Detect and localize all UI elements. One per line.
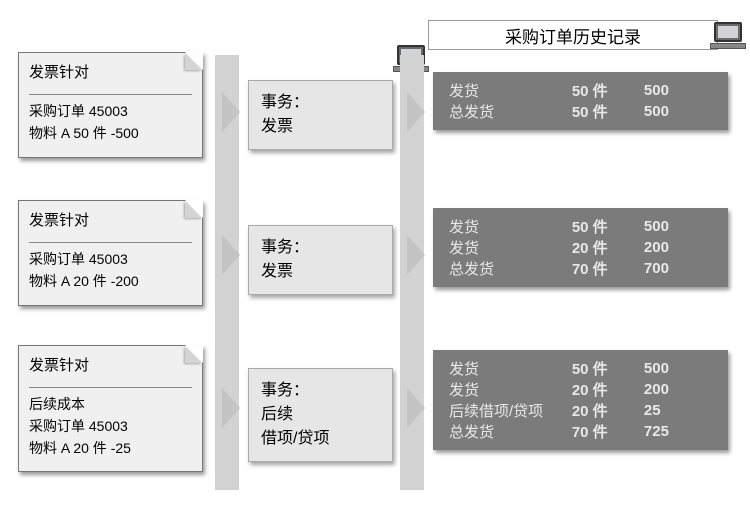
tx-line: 发票 — [261, 115, 380, 139]
history-box: 发货 50 件 500 发货 20 件 200 后续借项/贷项 20 件 25 … — [433, 350, 728, 450]
hist-val: 500 — [642, 80, 714, 101]
hist-val: 200 — [642, 379, 714, 400]
transaction-box: 事务：发票 — [248, 225, 393, 295]
arrow-icon — [222, 388, 240, 428]
hist-label: 发货 — [447, 379, 570, 400]
note-line: 物料 A 20 件 -25 — [29, 438, 192, 460]
hist-label: 发货 — [447, 216, 570, 237]
note-line: 采购订单 45003 — [29, 101, 192, 123]
note-line: 采购订单 45003 — [29, 416, 192, 438]
arrow-icon — [222, 235, 240, 275]
history-box: 发货 50 件 500 总发货 50 件 500 — [433, 72, 728, 130]
table-row: 发货 50 件 500 — [447, 216, 714, 237]
note-header: 发票针对 — [29, 209, 192, 236]
history-box: 发货 50 件 500 发货 20 件 200 总发货 70 件 700 — [433, 208, 728, 287]
note-line: 物料 A 20 件 -200 — [29, 271, 192, 293]
history-title-text: 采购订单历史记录 — [505, 23, 641, 48]
hist-val: 500 — [642, 101, 714, 122]
hist-qty: 50 件 — [570, 101, 642, 122]
note-line: 采购订单 45003 — [29, 249, 192, 271]
hist-val: 500 — [642, 358, 714, 379]
transaction-box: 事务：发票 — [248, 80, 393, 150]
hist-qty: 20 件 — [570, 237, 642, 258]
arrow-icon — [407, 92, 425, 132]
tx-line: 事务： — [261, 91, 380, 115]
hist-label: 发货 — [447, 237, 570, 258]
table-row: 总发货 50 件 500 — [447, 101, 714, 122]
invoice-note: 发票针对采购订单 45003物料 A 50 件 -500 — [18, 52, 203, 158]
history-table: 发货 50 件 500 总发货 50 件 500 — [447, 80, 714, 122]
hist-qty: 50 件 — [570, 80, 642, 101]
computer-icon — [710, 22, 746, 54]
tx-line: 后续 — [261, 403, 380, 427]
tx-line: 事务： — [261, 236, 380, 260]
transaction-box: 事务：后续借项/贷项 — [248, 368, 393, 462]
hist-label: 发货 — [447, 80, 570, 101]
hist-val: 700 — [642, 258, 714, 279]
hist-label: 总发货 — [447, 421, 570, 442]
hist-val: 725 — [642, 421, 714, 442]
note-line: 物料 A 50 件 -500 — [29, 123, 192, 145]
note-header: 发票针对 — [29, 61, 192, 88]
arrow-icon — [222, 92, 240, 132]
table-row: 发货 50 件 500 — [447, 80, 714, 101]
tx-line: 借项/贷项 — [261, 427, 380, 451]
tx-line: 发票 — [261, 260, 380, 284]
table-row: 总发货 70 件 725 — [447, 421, 714, 442]
tx-line: 事务： — [261, 379, 380, 403]
hist-label: 后续借项/贷项 — [447, 400, 570, 421]
note-header: 发票针对 — [29, 354, 192, 381]
hist-qty: 70 件 — [570, 421, 642, 442]
table-row: 发货 20 件 200 — [447, 237, 714, 258]
arrow-icon — [407, 235, 425, 275]
note-line: 后续成本 — [29, 394, 192, 416]
table-row: 发货 20 件 200 — [447, 379, 714, 400]
hist-qty: 50 件 — [570, 216, 642, 237]
hist-val: 200 — [642, 237, 714, 258]
history-table: 发货 50 件 500 发货 20 件 200 后续借项/贷项 20 件 25 … — [447, 358, 714, 442]
hist-label: 总发货 — [447, 258, 570, 279]
invoice-note: 发票针对采购订单 45003物料 A 20 件 -200 — [18, 200, 203, 306]
history-table: 发货 50 件 500 发货 20 件 200 总发货 70 件 700 — [447, 216, 714, 279]
hist-qty: 20 件 — [570, 379, 642, 400]
arrow-icon — [407, 388, 425, 428]
hist-qty: 70 件 — [570, 258, 642, 279]
table-row: 总发货 70 件 700 — [447, 258, 714, 279]
hist-qty: 50 件 — [570, 358, 642, 379]
hist-qty: 20 件 — [570, 400, 642, 421]
hist-label: 发货 — [447, 358, 570, 379]
history-title: 采购订单历史记录 — [428, 20, 718, 50]
invoice-note: 发票针对后续成本采购订单 45003物料 A 20 件 -25 — [18, 345, 203, 472]
table-row: 后续借项/贷项 20 件 25 — [447, 400, 714, 421]
hist-val: 500 — [642, 216, 714, 237]
hist-label: 总发货 — [447, 101, 570, 122]
table-row: 发货 50 件 500 — [447, 358, 714, 379]
hist-val: 25 — [642, 400, 714, 421]
diagram: 采购订单历史记录 发票针对采购订单 45003物料 A 50 件 -500事务：… — [10, 10, 740, 500]
